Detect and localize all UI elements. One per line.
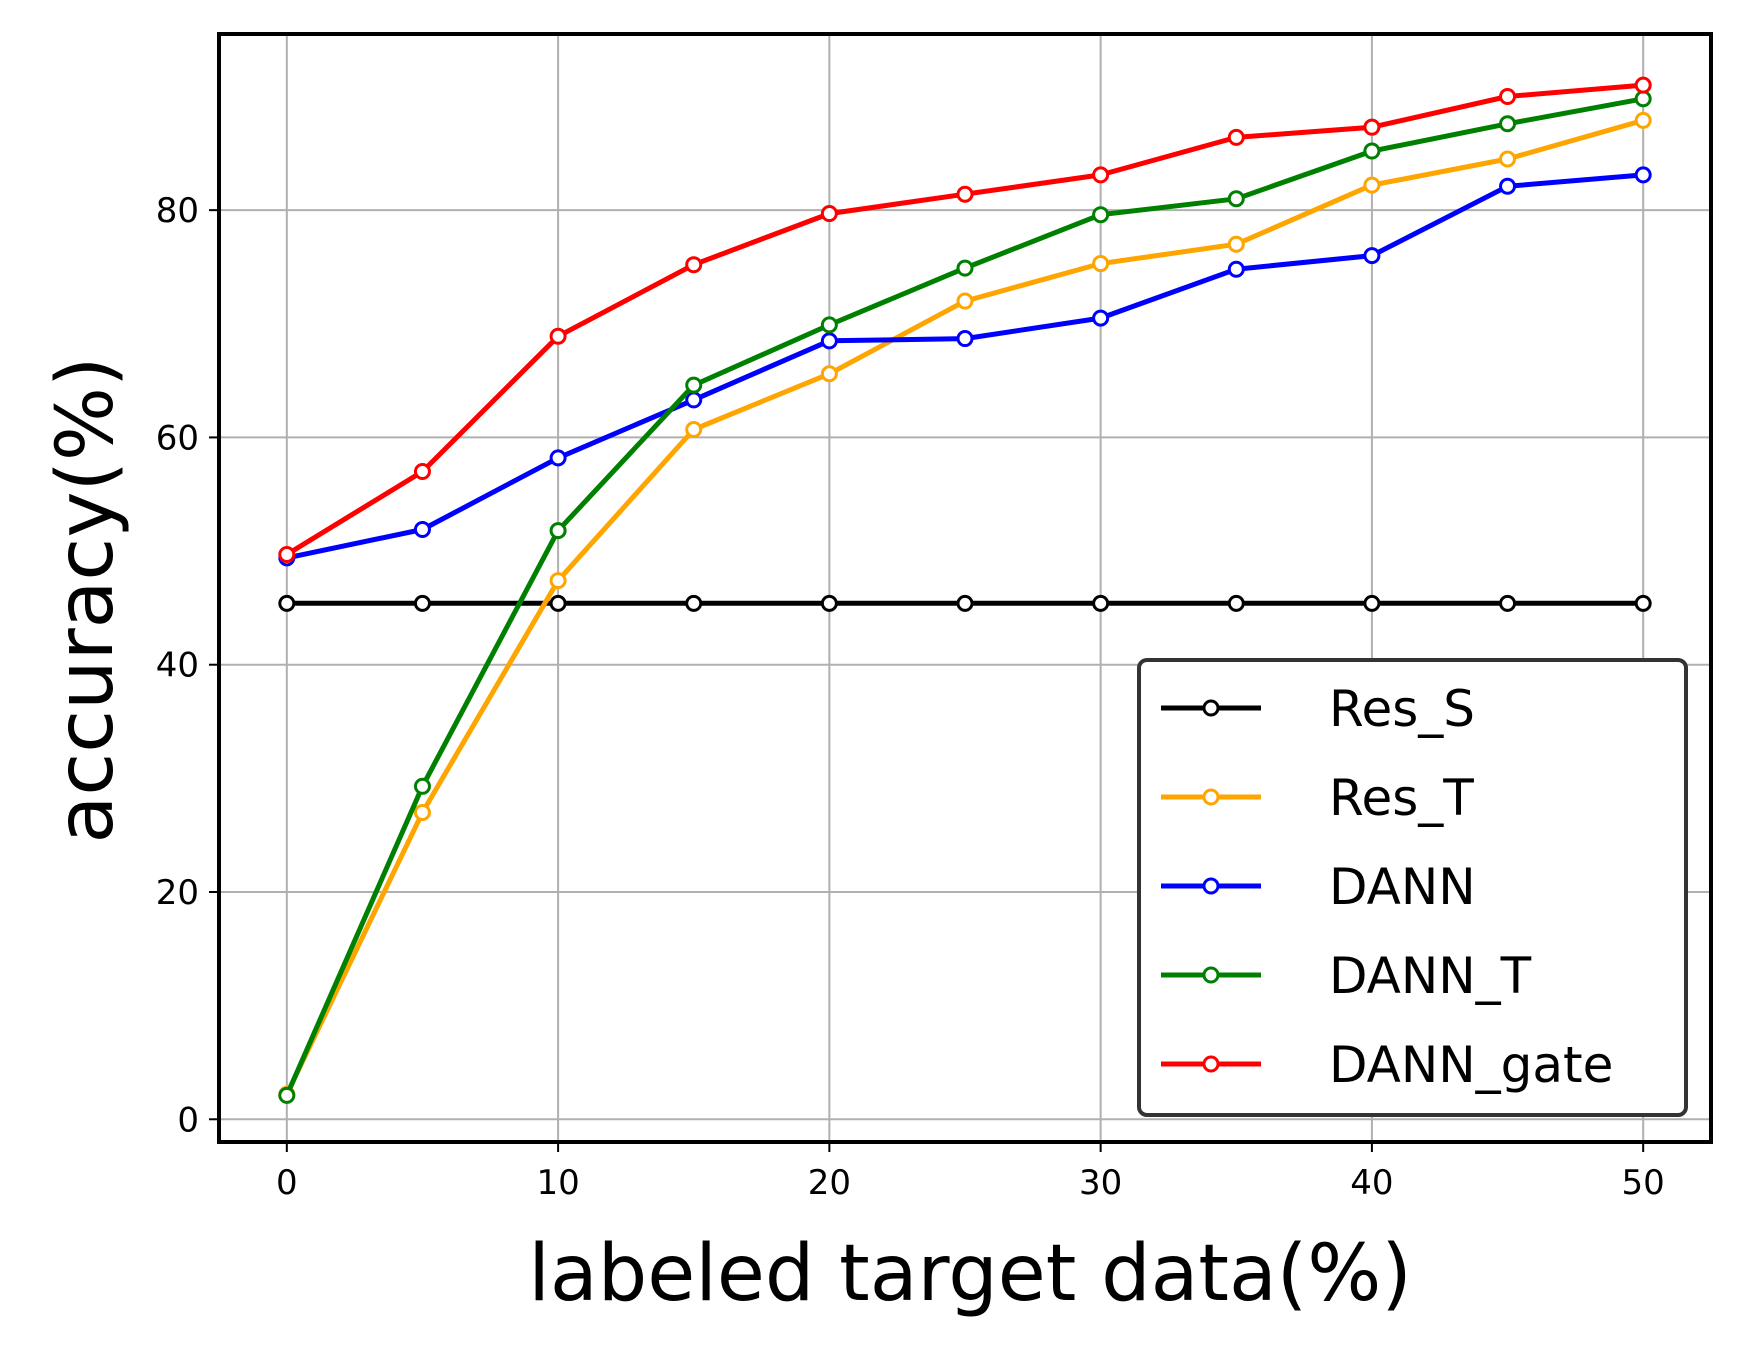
y-tick-label: 40 <box>156 646 199 686</box>
legend-marker <box>1202 966 1220 984</box>
data-point <box>1634 594 1652 612</box>
data-point <box>1092 255 1110 273</box>
legend-entry: DANN <box>1161 858 1476 916</box>
data-point <box>1634 111 1652 129</box>
data-point <box>549 594 567 612</box>
series-dann-t <box>278 90 1652 1104</box>
data-point <box>956 594 974 612</box>
legend-marker <box>1202 699 1220 717</box>
y-axis-label: accuracy(%) <box>41 357 131 844</box>
data-point <box>956 330 974 348</box>
data-point <box>1092 309 1110 327</box>
data-point <box>956 185 974 203</box>
series-group <box>278 76 1652 1104</box>
data-point <box>685 256 703 274</box>
x-axis-label: labeled target data(%) <box>528 1229 1412 1319</box>
legend-label: Res_T <box>1329 769 1474 827</box>
data-point <box>1499 177 1517 195</box>
data-point <box>820 332 838 350</box>
data-point <box>1363 142 1381 160</box>
data-point <box>1227 235 1245 253</box>
data-point <box>413 777 431 795</box>
data-point <box>549 449 567 467</box>
data-point <box>1363 176 1381 194</box>
data-point <box>1499 88 1517 106</box>
data-point <box>956 292 974 310</box>
data-point <box>278 1086 296 1104</box>
series-dann-gate <box>278 76 1652 563</box>
data-point <box>1499 115 1517 133</box>
data-point <box>1499 594 1517 612</box>
data-point <box>413 803 431 821</box>
data-point <box>1363 594 1381 612</box>
data-point <box>685 594 703 612</box>
x-tick-label: 50 <box>1622 1163 1665 1203</box>
data-point <box>1227 594 1245 612</box>
y-tick-label: 20 <box>156 873 199 913</box>
legend-entry: Res_T <box>1161 769 1474 827</box>
legend: Res_S Res_T DANN DANN_T DANN_gate <box>1137 658 1688 1117</box>
data-point <box>1227 128 1245 146</box>
series-res-s <box>278 594 1652 612</box>
legend-box <box>1137 658 1688 1117</box>
data-point <box>549 327 567 345</box>
x-tick-label: 30 <box>1079 1163 1122 1203</box>
legend-label: DANN_gate <box>1329 1036 1613 1094</box>
x-tick-label: 0 <box>276 1163 298 1203</box>
data-point <box>413 463 431 481</box>
data-point <box>685 376 703 394</box>
plot-frame <box>217 32 1713 1144</box>
data-point <box>278 545 296 563</box>
data-point <box>685 420 703 438</box>
data-point <box>413 594 431 612</box>
legend-label: DANN <box>1329 858 1476 916</box>
y-tick-label: 0 <box>177 1100 199 1140</box>
legend-label: DANN_T <box>1329 947 1532 1005</box>
y-tick-label: 80 <box>156 191 199 231</box>
data-point <box>820 205 838 223</box>
legend-marker <box>1202 788 1220 806</box>
data-point <box>820 594 838 612</box>
legend-marker <box>1202 1055 1220 1073</box>
data-point <box>1363 118 1381 136</box>
data-point <box>1092 594 1110 612</box>
data-point <box>1499 150 1517 168</box>
data-point <box>549 572 567 590</box>
data-point <box>820 365 838 383</box>
data-point <box>1634 166 1652 184</box>
legend-marker <box>1202 877 1220 895</box>
data-point <box>413 520 431 538</box>
data-point <box>549 522 567 540</box>
x-tick-label: 10 <box>536 1163 579 1203</box>
data-point <box>1634 90 1652 108</box>
data-point <box>1363 247 1381 265</box>
axis-ticks: 0 10 20 30 40 50 0 20 40 60 80 <box>156 191 1665 1203</box>
x-tick-label: 20 <box>808 1163 851 1203</box>
data-point <box>1634 76 1652 94</box>
legend-entry: Res_S <box>1161 680 1475 738</box>
legend-entry: DANN_T <box>1161 947 1532 1005</box>
data-point <box>820 316 838 334</box>
data-point <box>1092 166 1110 184</box>
y-tick-label: 60 <box>156 418 199 458</box>
data-point <box>956 259 974 277</box>
data-point <box>1227 260 1245 278</box>
legend-entry: DANN_gate <box>1161 1036 1613 1094</box>
data-point <box>1092 206 1110 224</box>
data-point <box>278 594 296 612</box>
x-tick-label: 40 <box>1350 1163 1393 1203</box>
data-point <box>1227 190 1245 208</box>
legend-label: Res_S <box>1329 680 1475 738</box>
data-point <box>685 391 703 409</box>
